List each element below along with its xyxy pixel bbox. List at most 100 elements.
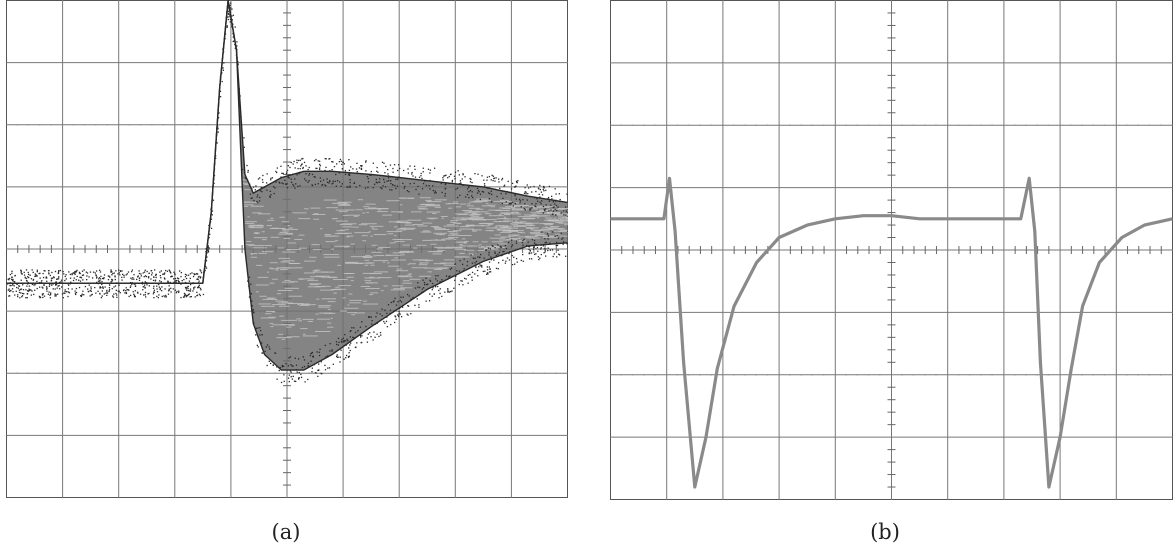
noise-dot: [36, 275, 38, 277]
noise-dot: [199, 294, 201, 297]
noise-dot: [495, 267, 498, 270]
chart-panel-b: [610, 0, 1173, 500]
reference-dot: [94, 372, 97, 375]
noise-dot: [308, 166, 310, 169]
noise-dot: [53, 276, 55, 279]
noise-dot: [349, 181, 351, 184]
noise-dot: [48, 272, 50, 274]
noise-dot: [287, 165, 289, 167]
noise-dot: [141, 283, 144, 285]
noise-dot: [294, 178, 296, 180]
noise-dot: [214, 157, 217, 160]
noise-dot: [36, 269, 39, 271]
reference-dot: [442, 372, 445, 375]
noise-dot: [33, 293, 35, 296]
noise-dot: [169, 271, 171, 273]
reference-dot: [195, 372, 198, 375]
noise-dot: [324, 169, 326, 172]
noise-dot: [533, 185, 535, 188]
noise-dot: [147, 293, 149, 295]
noise-dot: [247, 171, 249, 173]
noise-dot: [56, 287, 58, 289]
noise-dot: [360, 342, 362, 344]
noise-dot: [418, 176, 421, 178]
noise-dot: [367, 333, 369, 335]
noise-dot: [266, 189, 268, 191]
noise-dot: [471, 262, 474, 264]
noise-dot: [85, 271, 87, 273]
reference-dot: [521, 372, 523, 375]
noise-dot: [252, 186, 255, 188]
noise-dot: [294, 187, 296, 189]
noise-dot: [325, 158, 327, 160]
noise-dot: [567, 212, 568, 214]
noise-dot: [441, 279, 443, 281]
noise-dot: [143, 271, 146, 273]
noise-dot: [114, 285, 117, 287]
noise-dot: [329, 350, 331, 352]
noise-dot: [152, 279, 155, 282]
noise-dot: [269, 195, 271, 198]
noise-dot: [198, 284, 200, 286]
noise-dot: [36, 270, 38, 273]
noise-dot: [339, 158, 342, 161]
noise-dot: [170, 272, 172, 274]
noise-dot: [373, 183, 376, 185]
noise-dot: [303, 359, 306, 361]
noise-dot: [294, 167, 296, 169]
noise-dot: [153, 276, 155, 278]
reference-dot: [968, 124, 971, 127]
noise-dot: [6, 283, 9, 285]
noise-dot: [328, 182, 330, 184]
noise-dot: [304, 381, 306, 383]
noise-dot: [302, 157, 304, 160]
noise-dot: [376, 333, 378, 335]
noise-dot: [462, 173, 464, 175]
noise-dot: [266, 173, 268, 175]
noise-dot: [285, 183, 287, 185]
reference-dot: [151, 372, 153, 375]
noise-dot: [395, 187, 397, 190]
noise-dot: [465, 278, 467, 280]
noise-dot: [236, 45, 238, 47]
noise-dot: [308, 173, 311, 175]
noise-dot: [511, 244, 514, 246]
noise-dot: [243, 146, 245, 148]
noise-dot: [346, 186, 348, 188]
reference-dot: [207, 123, 209, 126]
noise-dot: [158, 286, 160, 288]
noise-dot: [106, 289, 108, 292]
noise-dot: [487, 192, 490, 194]
oscilloscope-plot-b: [610, 0, 1173, 500]
noise-dot: [286, 171, 288, 173]
noise-dot: [292, 365, 294, 367]
noise-dot: [477, 189, 480, 192]
reference-dot: [811, 373, 814, 376]
noise-dot: [163, 277, 166, 279]
noise-dot: [56, 278, 58, 280]
noise-dot: [406, 190, 409, 192]
noise-dot: [278, 181, 280, 183]
noise-dot: [431, 295, 433, 297]
noise-dot: [250, 197, 252, 199]
noise-dot: [565, 210, 567, 212]
noise-dot: [311, 173, 314, 176]
noise-dot: [36, 287, 38, 290]
reference-dot: [1036, 124, 1038, 127]
noise-dot: [488, 197, 490, 200]
noise-dot: [189, 296, 191, 298]
noise-dot: [542, 212, 544, 214]
noise-dot: [144, 286, 146, 289]
noise-dot: [529, 250, 531, 252]
noise-dot: [170, 275, 173, 277]
noise-dot: [178, 291, 180, 294]
noise-dot: [49, 283, 51, 286]
noise-dot: [454, 279, 456, 282]
reference-dot: [1047, 373, 1050, 376]
noise-dot: [52, 288, 54, 290]
noise-dot: [41, 286, 43, 288]
noise-dot: [289, 356, 292, 358]
noise-dot: [166, 270, 169, 272]
reference-dot: [980, 124, 982, 127]
noise-dot: [315, 158, 317, 161]
